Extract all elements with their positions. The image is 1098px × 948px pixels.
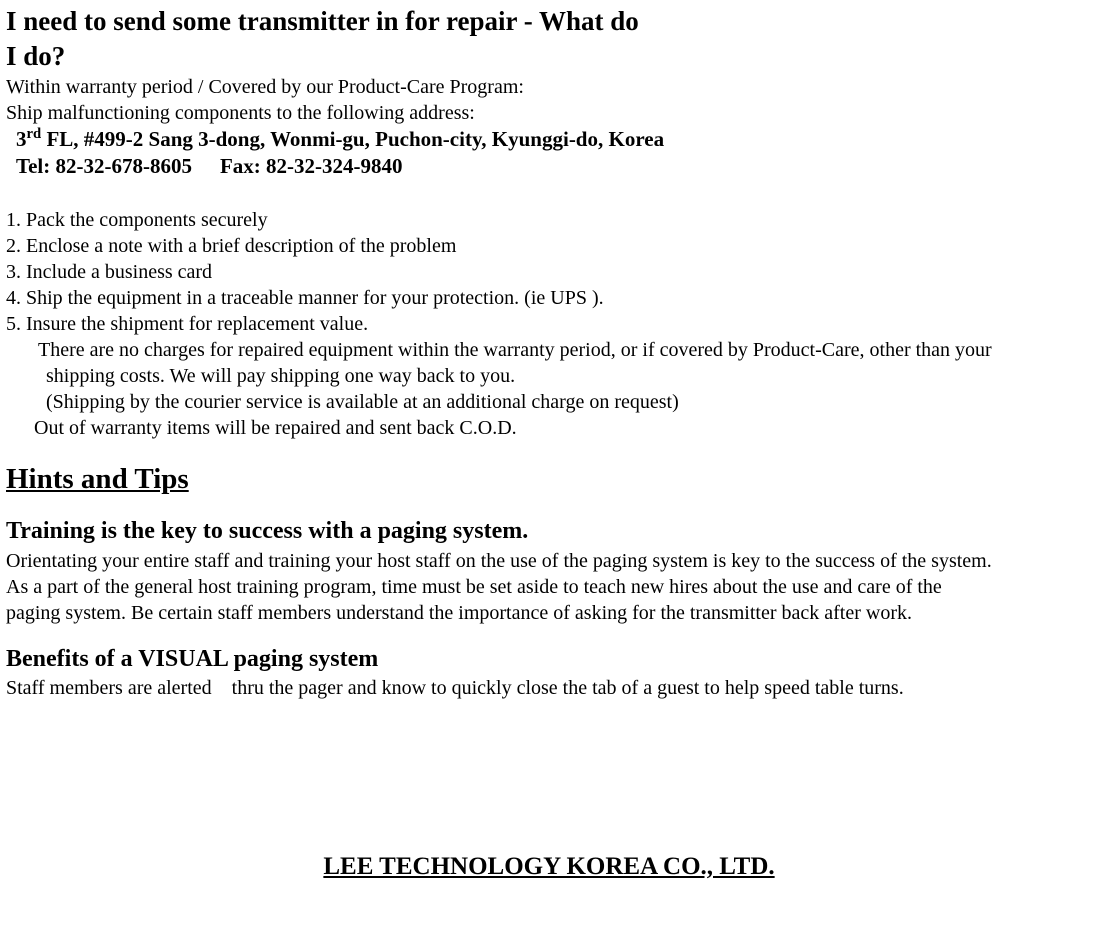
repair-heading-line1: I need to send some transmitter in for r…: [6, 4, 1092, 39]
training-p1: Orientating your entire staff and traini…: [6, 548, 1092, 574]
warranty-intro: Within warranty period / Covered by our …: [6, 74, 1092, 100]
training-p2: As a part of the general host training p…: [6, 574, 1092, 600]
note-line2: shipping costs. We will pay shipping one…: [6, 363, 1092, 389]
note-cod: Out of warranty items will be repaired a…: [6, 415, 1092, 441]
step-2: 2. Enclose a note with a brief descripti…: [6, 233, 1092, 259]
address-line: 3rd FL, #499-2 Sang 3-dong, Wonmi-gu, Pu…: [6, 126, 1092, 153]
repair-section: I need to send some transmitter in for r…: [6, 4, 1092, 441]
step-1: 1. Pack the components securely: [6, 207, 1092, 233]
contact-line: Tel: 82-32-678-8605 Fax: 82-32-324-9840: [6, 153, 1092, 180]
training-heading: Training is the key to success with a pa…: [6, 516, 1092, 547]
address-sup: rd: [27, 126, 42, 142]
footer-company: LEE TECHNOLOGY KOREA CO., LTD.: [6, 851, 1092, 884]
training-p3: paging system. Be certain staff members …: [6, 600, 1092, 626]
address-rest: FL, #499-2 Sang 3-dong, Wonmi-gu, Puchon…: [41, 127, 664, 151]
tel-label: Tel: 82-32-678-8605: [16, 154, 192, 178]
benefits-p1b: thru the pager and know to quickly close…: [232, 677, 904, 699]
benefits-p1: Staff members are alerted thru the pager …: [6, 675, 1092, 701]
step-4: 4. Ship the equipment in a traceable man…: [6, 285, 1092, 311]
note-line1: There are no charges for repaired equipm…: [6, 337, 1092, 363]
repair-heading-line2: I do?: [6, 39, 1092, 74]
ship-intro: Ship malfunctioning components to the fo…: [6, 100, 1092, 126]
step-5: 5. Insure the shipment for replacement v…: [6, 311, 1092, 337]
hints-heading: Hints and Tips: [6, 461, 1092, 499]
address-prefix: 3: [16, 127, 27, 151]
spacer: [6, 181, 1092, 207]
note-line3: (Shipping by the courier service is avai…: [6, 389, 1092, 415]
fax-label: Fax: 82-32-324-9840: [220, 154, 403, 178]
benefits-heading: Benefits of a VISUAL paging system: [6, 644, 1092, 675]
benefits-p1a: Staff members are alerted: [6, 677, 212, 699]
hints-section: Hints and Tips Training is the key to su…: [6, 461, 1092, 701]
step-3: 3. Include a business card: [6, 259, 1092, 285]
